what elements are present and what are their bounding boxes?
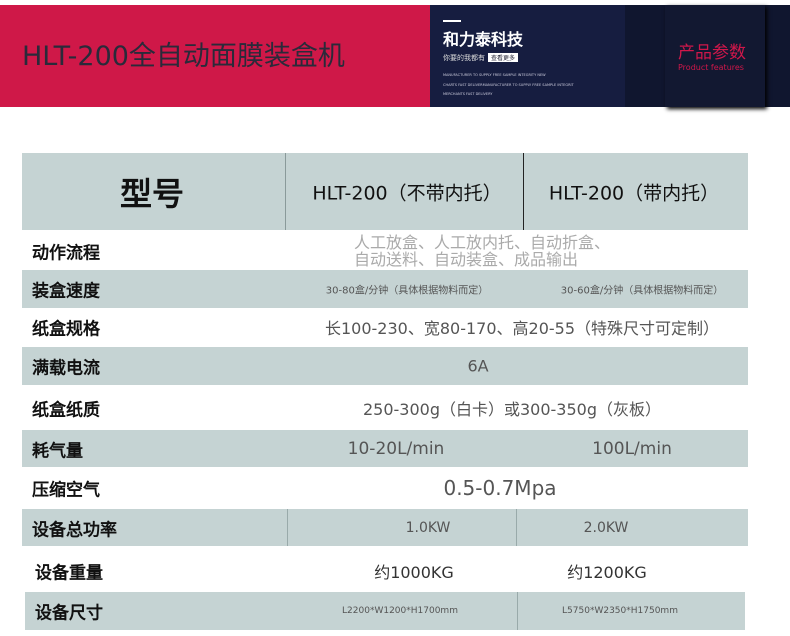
table-header: 型号 HLT-200（不带内托） HLT-200（带内托） xyxy=(22,153,748,230)
header-col2: HLT-200（带内托） xyxy=(548,182,720,204)
table-row: 纸盒纸质 250-300g（白卡）或300-350g（灰板） xyxy=(22,389,748,427)
divider xyxy=(517,592,518,630)
row-value: 250-300g（白卡）或300-350g（灰板） xyxy=(362,400,662,419)
divider xyxy=(443,20,461,22)
row-value: 长100-230、宽80-170、高20-55（特殊尺寸可定制） xyxy=(324,319,720,338)
divider xyxy=(285,153,286,230)
row-label: 纸盒纸质 xyxy=(32,400,100,421)
row-label: 设备尺寸 xyxy=(35,603,103,624)
table-row: 设备尺寸 L2200*W1200*H1700mm L5750*W2350*H17… xyxy=(25,592,745,630)
row-label: 纸盒规格 xyxy=(32,319,100,340)
features-subtitle: Product features xyxy=(678,63,744,72)
row-label: 满载电流 xyxy=(32,358,100,379)
row-label: 设备总功率 xyxy=(32,520,117,540)
header-col1: HLT-200（不带内托） xyxy=(312,182,502,204)
features-title: 产品参数 xyxy=(678,43,746,63)
tagline-line: MANUFACTURER TO SUPPLY FREE SAMPLE INTEG… xyxy=(443,73,546,77)
divider xyxy=(523,153,524,230)
row-value-col2: 2.0KW xyxy=(583,519,629,536)
row-value-col2: 100L/min xyxy=(592,438,672,459)
table-row: 设备总功率 1.0KW 2.0KW xyxy=(22,509,748,546)
table-row: 装盒速度 30-80盒/分钟（具体根据物料而定） 30-60盒/分钟（具体根据物… xyxy=(22,270,748,308)
row-value-col1: 约1000KG xyxy=(374,563,454,582)
row-value-col1: L2200*W1200*H1700mm xyxy=(342,606,458,616)
row-value-col1: 30-80盒/分钟（具体根据物料而定） xyxy=(325,285,489,297)
row-value: 0.5-0.7Mpa xyxy=(443,476,557,500)
header-label: 型号 xyxy=(119,174,185,213)
divider xyxy=(287,509,288,546)
row-label: 装盒速度 xyxy=(32,281,100,302)
table-row: 满载电流 6A xyxy=(22,347,748,385)
more-button[interactable]: 查看更多 xyxy=(488,53,519,62)
tagline-line: MERCHANTS FAST DELIVERY xyxy=(443,92,493,96)
table-row: 动作流程 人工放盒、人工放内托、自动折盒、 自动送料、自动装盒、成品输出 xyxy=(22,232,748,270)
table-row: 纸盒规格 长100-230、宽80-170、高20-55（特殊尺寸可定制） xyxy=(22,308,748,346)
brand-name: 和力泰科技 xyxy=(443,30,524,49)
row-value-col2: 30-60盒/分钟（具体根据物料而定） xyxy=(560,285,724,297)
row-label: 耗气量 xyxy=(32,441,83,461)
row-value-col2: 约1200KG xyxy=(567,563,647,582)
slogan: 你要的我都有 查看更多 xyxy=(443,53,519,63)
row-label: 动作流程 xyxy=(32,243,100,264)
tagline-line: CHARTS FAST DELIVERMANUFACTURER TO SUPPL… xyxy=(443,83,574,87)
product-features-box xyxy=(665,5,765,107)
row-value-col2: L5750*W2350*H1750mm xyxy=(562,606,678,616)
row-label: 设备重量 xyxy=(35,563,103,584)
page-title: HLT-200全自动面膜装盒机 xyxy=(22,41,345,72)
row-value: 6A xyxy=(467,356,489,376)
value-line: 自动送料、自动装盒、成品输出 xyxy=(353,250,579,269)
table-row: 设备重量 约1000KG 约1200KG xyxy=(25,552,745,590)
row-value-col1: 10-20L/min xyxy=(347,438,445,459)
table-row: 耗气量 10-20L/min 100L/min xyxy=(22,430,748,467)
row-label: 压缩空气 xyxy=(32,480,100,501)
table-row: 压缩空气 0.5-0.7Mpa xyxy=(22,469,748,507)
slogan-text: 你要的我都有 xyxy=(443,54,485,62)
value-line: 人工放盒、人工放内托、自动折盒、 xyxy=(353,233,611,252)
row-value-col1: 1.0KW xyxy=(405,519,451,536)
banner-red-panel xyxy=(0,5,430,107)
divider xyxy=(516,509,517,546)
row-value: 人工放盒、人工放内托、自动折盒、 自动送料、自动装盒、成品输出 xyxy=(354,234,610,268)
